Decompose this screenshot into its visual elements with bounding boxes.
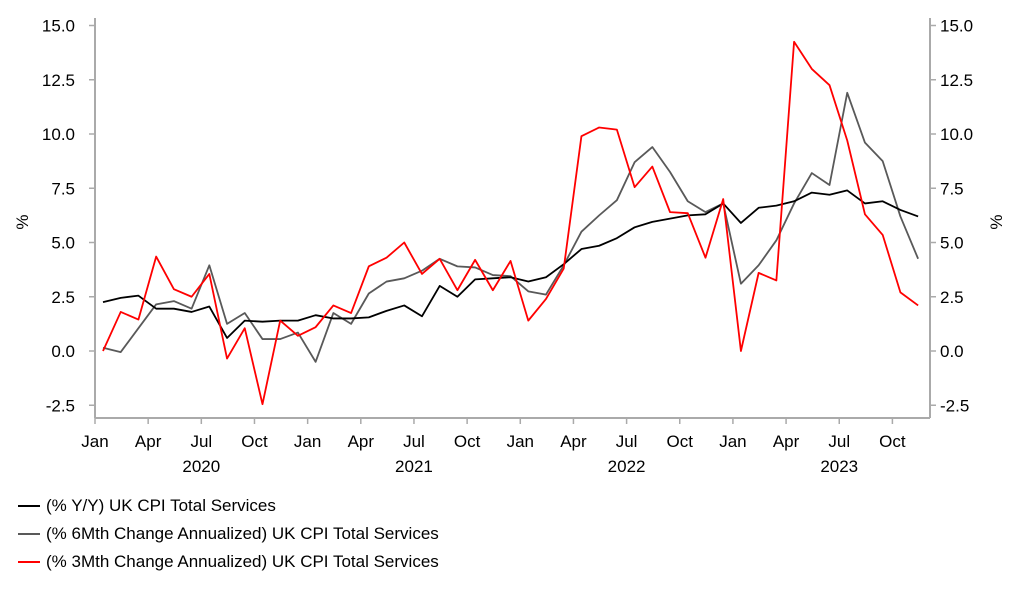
y-tick-label-right: 7.5 (940, 179, 964, 198)
x-tick-label: Apr (773, 432, 800, 451)
series-lines (102, 40, 919, 406)
legend-label: (% 6Mth Change Annualized) UK CPI Total … (46, 524, 439, 543)
y-tick-label-right: 2.5 (940, 288, 964, 307)
x-tick-label: Jan (81, 432, 108, 451)
y-axis-label-right: % (987, 214, 1006, 229)
x-tick-label: Jan (507, 432, 534, 451)
series-line-2 (102, 40, 919, 406)
x-tick-label: Oct (241, 432, 268, 451)
legend-label: (% 3Mth Change Annualized) UK CPI Total … (46, 552, 439, 571)
y-tick-label-left: 12.5 (42, 71, 75, 90)
legend-swatch (18, 533, 40, 535)
line-chart: 15.0 15.0 12.5 12.5 10.0 10.0 7.5 7.5 5.0 5.0 2.5 2… (13, 17, 1006, 477)
legend-swatch (18, 561, 40, 563)
x-tick-label: Jul (828, 432, 850, 451)
x-tick-label: Apr (135, 432, 162, 451)
y-tick-label-right: -2.5 (940, 396, 969, 415)
y-tick-label-left: 7.5 (51, 179, 75, 198)
x-tick-label: Jan (294, 432, 321, 451)
y-tick-label-right: 15.0 (940, 17, 973, 36)
legend-item-3m: (% 3Mth Change Annualized) UK CPI Total … (18, 552, 439, 572)
x-year-label: 2022 (608, 457, 646, 476)
x-tick-label: Apr (348, 432, 375, 451)
x-tick-label: Oct (454, 432, 481, 451)
y-tick-label-left: 5.0 (51, 234, 75, 253)
x-tick-label: Jul (616, 432, 638, 451)
legend-label: (% Y/Y) UK CPI Total Services (46, 496, 276, 515)
y-tick-label-right: 0.0 (940, 342, 964, 361)
y-axis-label-left: % (13, 214, 32, 229)
series-line-1 (102, 91, 919, 363)
x-tick-label: Apr (560, 432, 587, 451)
x-tick-label: Jul (403, 432, 425, 451)
legend-item-yy: (% Y/Y) UK CPI Total Services (18, 496, 276, 516)
legend-item-6m: (% 6Mth Change Annualized) UK CPI Total … (18, 524, 439, 544)
x-tick-label: Jul (190, 432, 212, 451)
y-tick-label-left: 15.0 (42, 17, 75, 36)
y-tick-label-left: 0.0 (51, 342, 75, 361)
x-tick-label: Oct (879, 432, 906, 451)
axes: 15.0 15.0 12.5 12.5 10.0 10.0 7.5 7.5 5.0 5.0 2.5 2… (42, 17, 973, 477)
y-tick-label-left: 10.0 (42, 125, 75, 144)
x-year-label: 2021 (395, 457, 433, 476)
x-tick-label: Oct (667, 432, 694, 451)
y-tick-label-right: 10.0 (940, 125, 973, 144)
x-year-label: 2020 (182, 457, 220, 476)
y-tick-label-right: 12.5 (940, 71, 973, 90)
y-tick-label-left: -2.5 (46, 396, 75, 415)
x-year-label: 2023 (820, 457, 858, 476)
y-tick-label-left: 2.5 (51, 288, 75, 307)
y-tick-label-right: 5.0 (940, 234, 964, 253)
legend-swatch (18, 505, 40, 507)
x-tick-label: Jan (719, 432, 746, 451)
